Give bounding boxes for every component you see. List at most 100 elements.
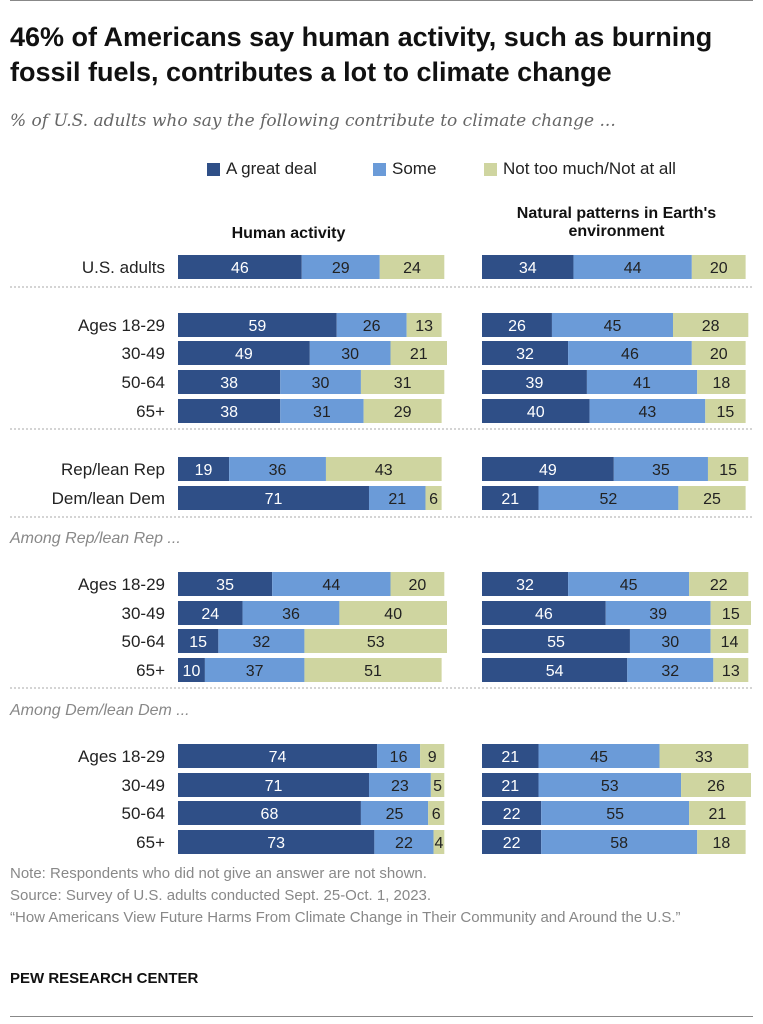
- bar-natural-great-deal: [482, 572, 569, 596]
- bar-natural-not-too-much: [710, 629, 749, 653]
- bar-human-great-deal: [178, 313, 337, 337]
- bar-human-not-too-much: [433, 830, 445, 854]
- bar-natural-not-too-much: [678, 486, 746, 510]
- row-label: Ages 18-29: [78, 747, 165, 766]
- bar-human-not-too-much: [304, 658, 442, 682]
- row-label: 65+: [136, 402, 165, 421]
- section-label-dem: Among Dem/lean Dem ...: [9, 702, 190, 719]
- value-label: 71: [265, 491, 283, 508]
- bar-human-not-too-much: [430, 773, 445, 797]
- value-label: 18: [713, 835, 731, 852]
- value-label: 53: [601, 778, 619, 795]
- bar-natural-not-too-much: [697, 830, 746, 854]
- value-label: 52: [600, 491, 618, 508]
- bar-natural-great-deal: [482, 629, 630, 653]
- legend-swatch-not-too-much: [484, 162, 497, 176]
- source-text: Source: Survey of U.S. adults conducted …: [10, 887, 432, 904]
- value-label: 13: [722, 663, 740, 680]
- bar-natural-not-too-much: [697, 370, 746, 394]
- bar-human-some: [374, 830, 434, 854]
- value-label: 21: [410, 346, 428, 363]
- value-label: 36: [282, 606, 300, 623]
- bar-human-great-deal: [178, 629, 219, 653]
- value-label: 26: [363, 318, 381, 335]
- bar-natural-some: [586, 370, 698, 394]
- bar-human-some: [218, 629, 305, 653]
- bar-natural-not-too-much: [659, 744, 749, 768]
- bar-human-great-deal: [178, 399, 281, 423]
- value-label: 22: [395, 835, 413, 852]
- legend-item-some: Some: [373, 159, 436, 179]
- bar-human-some: [301, 255, 380, 279]
- value-label: 20: [409, 577, 427, 594]
- value-label: 13: [415, 318, 433, 335]
- value-label: 10: [183, 663, 201, 680]
- value-label: 40: [527, 404, 545, 421]
- bar-natural-great-deal: [482, 457, 614, 481]
- bar-natural-some: [605, 601, 711, 625]
- value-label: 30: [312, 375, 330, 392]
- row-label: 50-64: [122, 632, 165, 651]
- legend-label-some: Some: [392, 159, 437, 178]
- value-label: 6: [432, 806, 441, 823]
- value-label: 15: [717, 404, 735, 421]
- bar-human-great-deal: [178, 486, 369, 510]
- panel-title-natural: Natural patterns in Earth's environment: [517, 205, 717, 240]
- value-label: 25: [386, 806, 404, 823]
- value-label: 45: [620, 577, 638, 594]
- bar-human-some: [280, 370, 361, 394]
- value-label: 32: [516, 346, 534, 363]
- note-text: Note: Respondents who did not give an an…: [10, 865, 427, 882]
- legend: A great deal Some Not too much/Not at al…: [0, 159, 763, 181]
- value-label: 39: [526, 375, 544, 392]
- bar-natural-not-too-much: [691, 255, 746, 279]
- bar-natural-great-deal: [482, 313, 552, 337]
- bar-human-some: [229, 457, 326, 481]
- bar-human-great-deal: [178, 744, 378, 768]
- bar-natural-some: [551, 313, 673, 337]
- chart-subtitle: % of U.S. adults who say the following c…: [10, 111, 616, 131]
- value-label: 4: [434, 835, 443, 852]
- bar-natural-not-too-much: [713, 658, 749, 682]
- bar-human-great-deal: [178, 572, 273, 596]
- bar-natural-great-deal: [482, 658, 628, 682]
- value-label: 34: [519, 260, 537, 277]
- section-label-rep: Among Rep/lean Rep ...: [9, 530, 181, 547]
- value-label: 74: [269, 749, 287, 766]
- bar-human-great-deal: [178, 255, 302, 279]
- bar-human-great-deal: [178, 370, 281, 394]
- bar-human-not-too-much: [390, 572, 445, 596]
- bar-natural-some: [573, 255, 692, 279]
- value-label: 30: [661, 634, 679, 651]
- bar-human-not-too-much: [304, 629, 447, 653]
- value-label: 21: [501, 778, 519, 795]
- legend-swatch-some: [373, 162, 386, 176]
- pew-research-center-logo: PEW RESEARCH CENTER: [10, 970, 199, 987]
- value-label: 20: [710, 346, 728, 363]
- bar-human-some: [280, 399, 364, 423]
- row-label: Rep/lean Rep: [61, 460, 165, 479]
- bar-natural-some: [627, 658, 714, 682]
- value-label: 40: [384, 606, 402, 623]
- bar-natural-not-too-much: [689, 801, 746, 825]
- value-label: 23: [391, 778, 409, 795]
- row-label: 50-64: [122, 373, 165, 392]
- value-label: 26: [707, 778, 725, 795]
- value-label: 51: [364, 663, 382, 680]
- value-label: 21: [708, 806, 726, 823]
- bar-natural-some: [538, 773, 682, 797]
- value-label: 15: [189, 634, 207, 651]
- bar-natural-great-deal: [482, 744, 539, 768]
- value-label: 33: [695, 749, 713, 766]
- row-label: 65+: [136, 833, 165, 852]
- value-label: 14: [721, 634, 739, 651]
- row-label: 30-49: [122, 344, 165, 363]
- bar-natural-great-deal: [482, 830, 542, 854]
- row-label: Ages 18-29: [78, 316, 165, 335]
- bar-human-great-deal: [178, 801, 361, 825]
- bar-natural-some: [541, 801, 690, 825]
- value-label: 37: [246, 663, 264, 680]
- bar-human-some: [272, 572, 391, 596]
- bar-natural-great-deal: [482, 773, 539, 797]
- bar-human-great-deal: [178, 773, 369, 797]
